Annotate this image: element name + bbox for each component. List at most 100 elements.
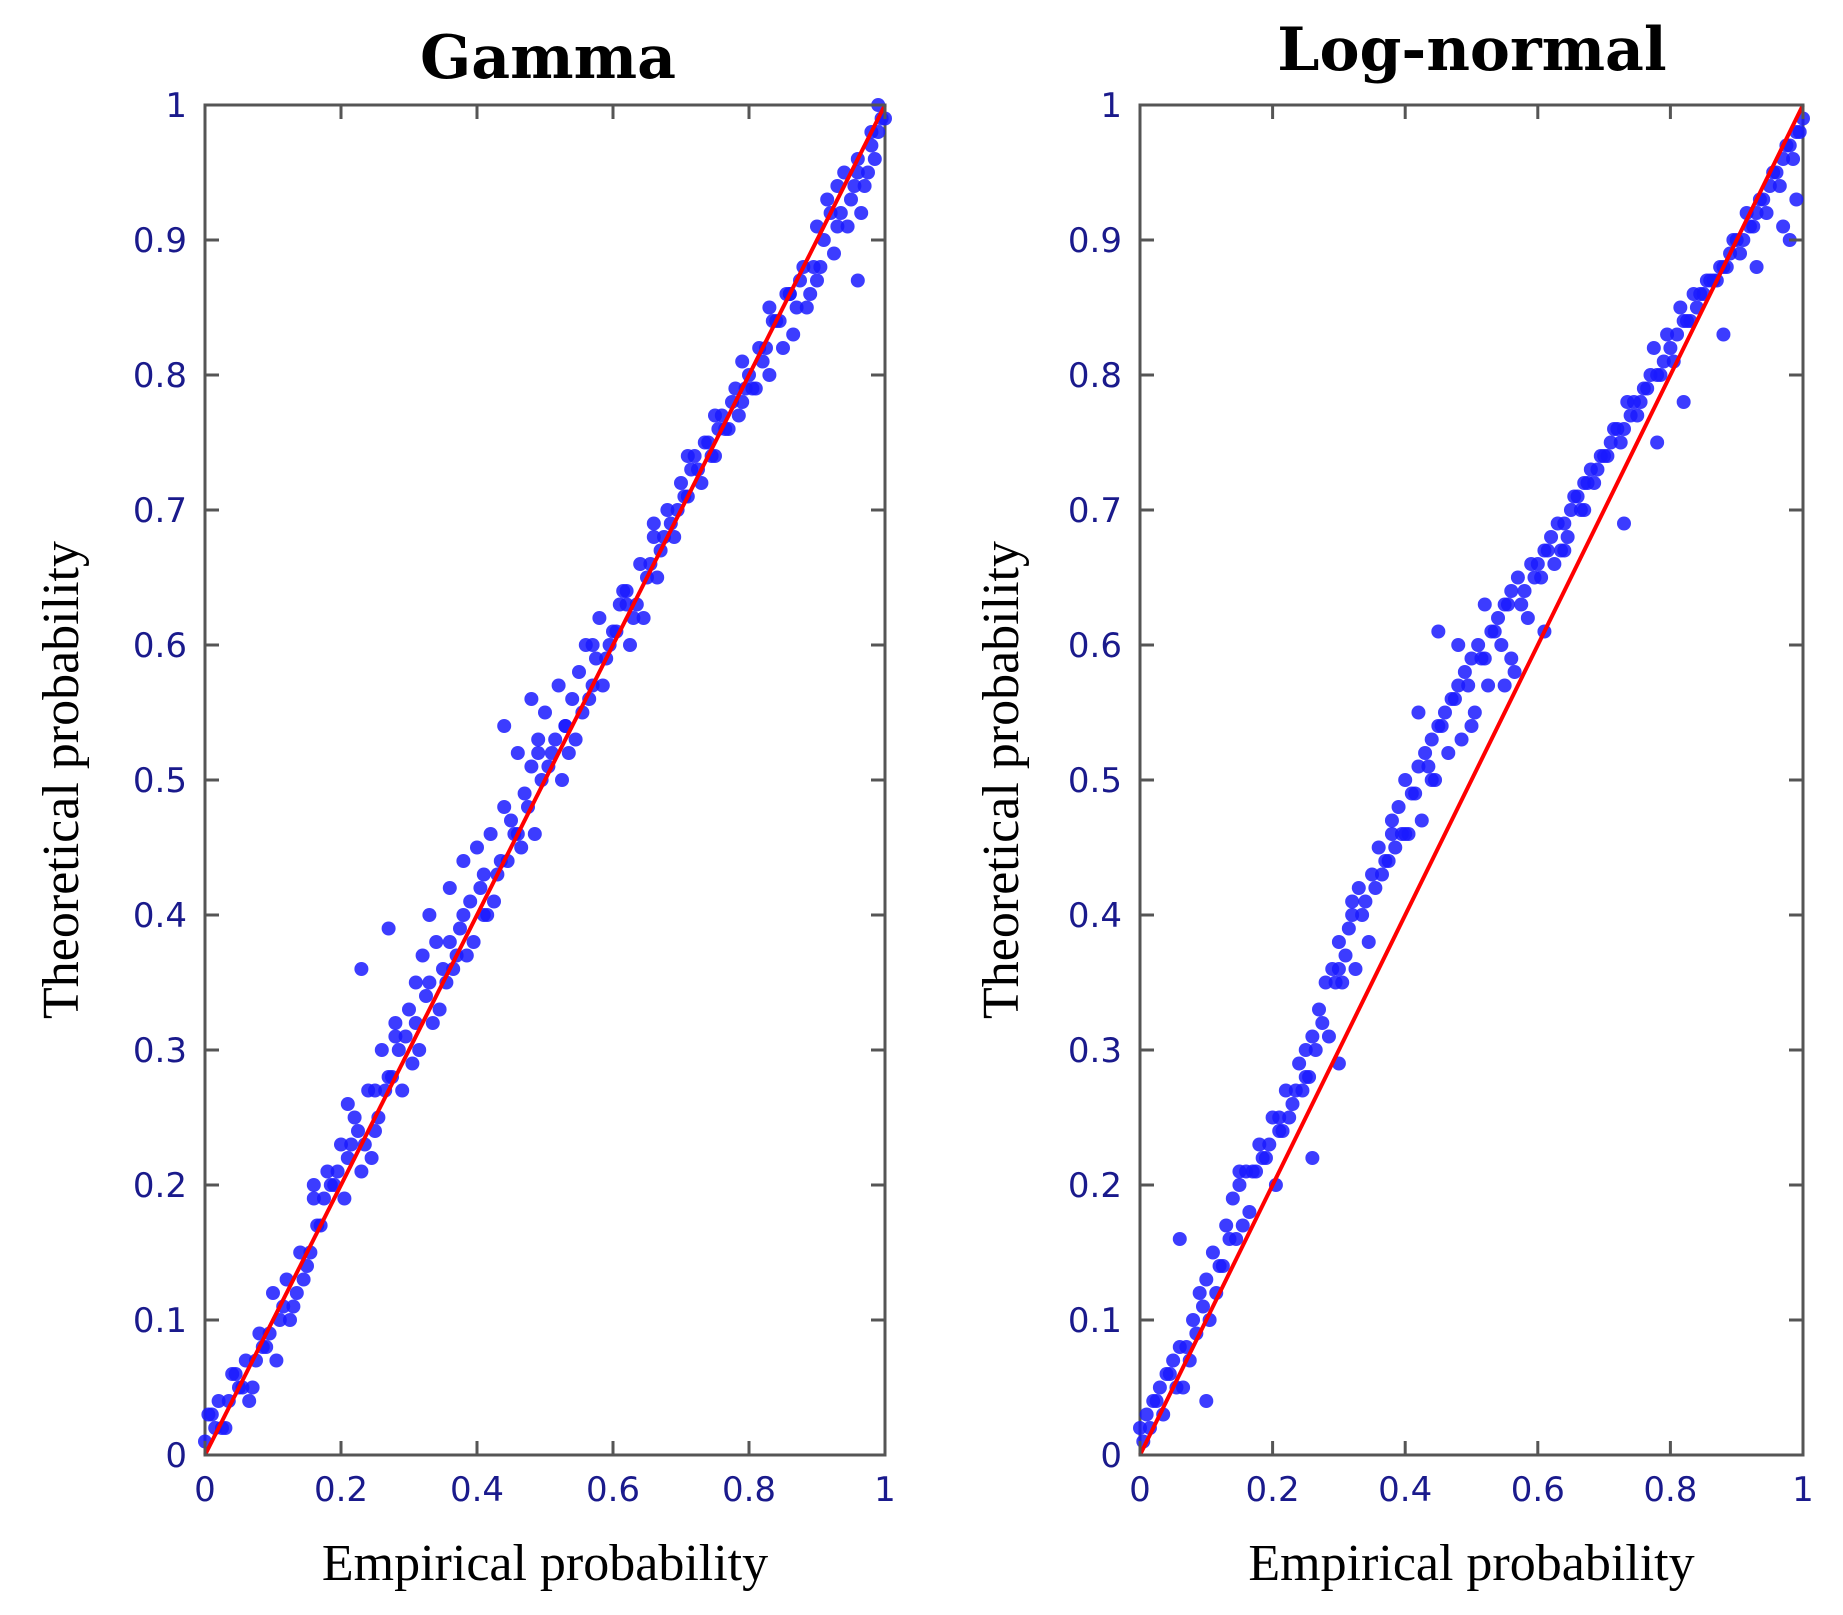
scatter-point [646,530,661,544]
scatter-point [514,840,529,855]
scatter-point [1660,327,1675,342]
scatter-point [1384,827,1399,841]
scatter-point [1481,678,1496,693]
scatter-point [572,665,586,679]
scatter-point [531,732,546,747]
y-tick-label: 0.9 [1068,221,1122,261]
y-tick-label: 0.7 [1068,491,1122,531]
scatter-point [497,800,512,814]
scatter-point [463,894,478,909]
scatter-point [585,638,600,652]
y-tick-label: 0 [1100,1436,1122,1476]
scatter-point [1252,1137,1267,1152]
scatter-point [1199,1272,1214,1287]
scatter-point [827,246,841,261]
y-tick-label: 0.6 [133,626,187,666]
scatter-point [1663,341,1678,355]
x-tick-label: 0.8 [722,1470,776,1510]
scatter-point [1580,476,1595,490]
scatter-point [1411,705,1426,720]
scatter-point [422,975,437,990]
scatter-point [1195,1299,1210,1314]
scatter-point [242,1394,257,1408]
scatter-point [1361,935,1376,949]
scatter-point [1679,314,1694,328]
scatter-point [1451,678,1466,693]
y-tick-label: 0.5 [1068,761,1122,801]
scatter-point [476,867,491,882]
scatter-point [1262,1137,1277,1152]
scatter-point [425,1016,440,1030]
y-tick-label: 0.4 [133,896,187,936]
scatter-point [487,894,501,909]
x-tick-label: 0 [1129,1470,1151,1510]
scatter-point [1338,948,1353,963]
scatter-point [762,300,777,315]
scatter-point [405,1056,420,1071]
scatter-point [1620,395,1635,409]
scatter-point [1219,1218,1234,1233]
scatter-point [391,1043,406,1057]
scatter-point [1504,584,1519,598]
scatter-point [820,192,835,207]
y-tick-label: 0.2 [1068,1166,1122,1206]
scatter-point [1590,462,1605,477]
scatter-point [1786,152,1801,166]
scatter-point [1222,1232,1237,1246]
gamma-chart-title: Gamma [420,23,676,93]
scatter-point [317,1191,331,1206]
scatter-point [684,462,699,477]
scatter-point [459,948,474,963]
scatter-point [473,881,488,895]
scatter-point [1371,840,1386,855]
scatter-point [1331,962,1346,976]
scatter-point [1331,935,1346,949]
scatter-point [1673,300,1688,315]
scatter-point [1640,381,1655,396]
scatter-point [306,1191,321,1206]
scatter-point [1451,638,1466,652]
scatter-point [1792,125,1807,139]
scatter-point [1646,341,1661,355]
scatter-point [1560,530,1575,544]
x-tick-label: 1 [874,1470,896,1510]
scatter-point [1530,557,1545,571]
scatter-point [1510,570,1525,585]
scatter-point [589,651,603,666]
gamma-reference-line [203,104,887,1456]
scatter-point [1517,584,1532,598]
scatter-point [806,260,821,274]
scatter-point [1497,678,1512,693]
y-tick-label: 0.8 [133,356,187,396]
scatter-point [1232,1178,1247,1192]
gamma-panel: 0 0.2 0.4 0.6 0.8 1 0 0.1 0.2 0.3 0.4 0.5 0.6 0.7 0.8 0… [33,23,896,1592]
scatter-point [323,1178,338,1192]
x-tick-label: 1 [1792,1470,1814,1510]
scatter-point [1653,368,1668,382]
scatter-point [1464,719,1479,733]
scatter-point [1398,773,1413,787]
scatter-point [1593,449,1608,463]
scatter-point [1149,1394,1164,1408]
scatter-point [527,827,542,841]
scatter-point [708,408,722,423]
scatter-point [1133,1421,1147,1435]
scatter-point [1557,516,1572,531]
scatter-point [415,948,430,963]
scatter-point [1199,1394,1214,1408]
scatter-point [524,759,539,774]
scatter-point [269,1353,284,1368]
scatter-point [1603,435,1618,450]
scatter-point [1302,1070,1317,1084]
scatter-point [296,1272,311,1287]
scatter-point [840,219,855,234]
scatter-point [674,476,688,490]
scatter-point [1474,651,1489,666]
scatter-point [1381,854,1396,868]
scatter-point [289,1286,304,1300]
x-tick-label: 0.2 [314,1470,368,1510]
scatter-point [483,827,498,841]
y-tick-label: 0.5 [133,761,187,801]
scatter-point [1374,867,1389,882]
